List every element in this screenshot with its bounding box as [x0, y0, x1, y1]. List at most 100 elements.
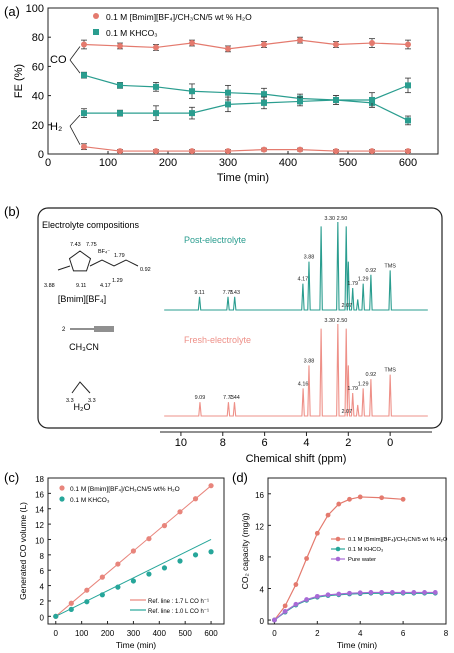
data-point — [272, 617, 277, 623]
legend-marker — [335, 556, 341, 562]
data-point — [130, 578, 137, 584]
peak-label: 4.16 — [298, 381, 309, 387]
data-point — [333, 41, 339, 48]
data-point — [333, 148, 339, 155]
plot-frame — [47, 7, 439, 155]
series-line — [83, 39, 409, 50]
imidazolium-ring — [68, 250, 92, 272]
panel-d-co2-capacity: (d) 0 2 4 6 8 0 4 8 12 16 Time (min) CO₂ capacity (m… — [232, 470, 449, 650]
data-point — [153, 110, 159, 117]
data-point — [357, 590, 363, 596]
data-point — [304, 556, 310, 561]
data-point — [261, 146, 267, 153]
legend-marker — [93, 29, 99, 35]
plot-frame — [267, 477, 447, 625]
data-point — [225, 148, 231, 155]
peak-label: 1.79 — [347, 281, 358, 287]
y-tick-label: 0 — [38, 149, 44, 161]
y-tick-label: 2 — [40, 598, 45, 607]
molecule-name: [Bmim][BF₄] — [58, 294, 106, 304]
atom-label: 3.3 — [66, 398, 74, 404]
x-tick-label: 4 — [358, 629, 363, 638]
x-tick-label: 400 — [153, 629, 167, 638]
panel-label: (a) — [4, 4, 20, 19]
annotation-arrow — [69, 114, 81, 127]
data-point — [314, 593, 320, 599]
x-tick-label: 8 — [444, 629, 449, 638]
data-point — [325, 512, 331, 518]
peak-label: TMS — [384, 263, 396, 269]
data-point — [347, 496, 352, 502]
ref-legend-entry: Ref. line : 1.0 L CO h⁻¹ — [148, 609, 209, 615]
x-tick-label: 0 — [387, 437, 393, 449]
data-point — [261, 99, 267, 106]
legend-marker — [59, 485, 65, 491]
y-tick-label: 4 — [40, 583, 45, 592]
data-point — [53, 613, 59, 619]
ref-legend-entry: Ref. line : 1.7 L CO h⁻¹ — [148, 599, 209, 605]
data-point — [146, 571, 152, 577]
data-point — [369, 40, 375, 47]
data-point — [81, 143, 87, 150]
x-tick-label: 4 — [303, 437, 309, 449]
data-point — [432, 590, 438, 595]
y-tick-label: 80 — [32, 32, 44, 44]
x-tick-label: 200 — [159, 157, 177, 169]
data-point — [297, 37, 303, 44]
data-point — [304, 597, 310, 602]
data-point — [333, 96, 339, 103]
data-point — [405, 82, 411, 89]
y-axis-title: CO₂ capacity (mg/g) — [240, 513, 250, 590]
peak-label: 4.17 — [298, 277, 309, 283]
x-tick-label: 10 — [175, 437, 187, 449]
data-point — [146, 536, 152, 542]
x-tick-label: 6 — [401, 629, 406, 638]
legend-marker — [335, 536, 341, 542]
data-point — [68, 606, 74, 613]
x-tick-label: 200 — [101, 629, 115, 638]
x-tick-label: 8 — [220, 437, 226, 449]
data-point — [225, 89, 231, 96]
annotation-co: CO — [50, 54, 67, 66]
peak-label: 0.92 — [366, 372, 377, 378]
y-tick-label: 16 — [35, 490, 44, 499]
atom-label: 7.75 — [86, 242, 97, 248]
x-tick-label: 100 — [99, 157, 117, 169]
atom-label: 3.3 — [88, 398, 96, 404]
panel-label: (c) — [4, 470, 19, 485]
y-tick-label: 100 — [26, 3, 44, 15]
legend-entry: 0.1 M [Bmim][BF₄]/CH₃CN/5 wt % H₂O — [348, 537, 448, 543]
x-tick-label: 0 — [272, 629, 277, 638]
data-point — [411, 590, 417, 595]
atom-label: 4.17 — [100, 283, 111, 289]
x-tick-label: 2 — [345, 437, 351, 449]
spectrum-title: Fresh-electrolyte — [184, 335, 251, 345]
plot-frame — [47, 477, 225, 625]
data-point — [400, 496, 406, 502]
y-tick-label: 8 — [40, 552, 45, 561]
peak-label: 3.88 — [304, 358, 315, 364]
y-tick-label: 4 — [260, 585, 265, 594]
data-point — [208, 549, 214, 555]
peak-label: 0.92 — [366, 268, 377, 274]
data-point — [117, 42, 123, 49]
data-point — [153, 44, 159, 51]
data-point — [336, 501, 342, 507]
peak-label: 9.09 — [195, 395, 206, 401]
panel-b-nmr: (b) Electrolyte compositions 10 8 6 4 2 0 Chemic… — [4, 204, 443, 465]
molecule-name: H₂O — [74, 402, 91, 412]
data-point — [189, 110, 195, 117]
data-point — [81, 110, 87, 117]
y-tick-label: 0 — [40, 613, 45, 622]
data-point — [192, 552, 199, 558]
x-axis-title: Time (min) — [337, 640, 377, 650]
peak-label: 3.88 — [304, 255, 315, 261]
data-point — [189, 88, 195, 95]
y-axis-title: FE (%) — [13, 64, 25, 98]
y-tick-label: 12 — [255, 522, 264, 531]
data-point — [282, 608, 288, 614]
peak-label: 7.73 — [223, 395, 234, 401]
data-point — [282, 603, 288, 609]
atom-label: 7.43 — [70, 242, 81, 248]
data-point — [389, 590, 395, 595]
